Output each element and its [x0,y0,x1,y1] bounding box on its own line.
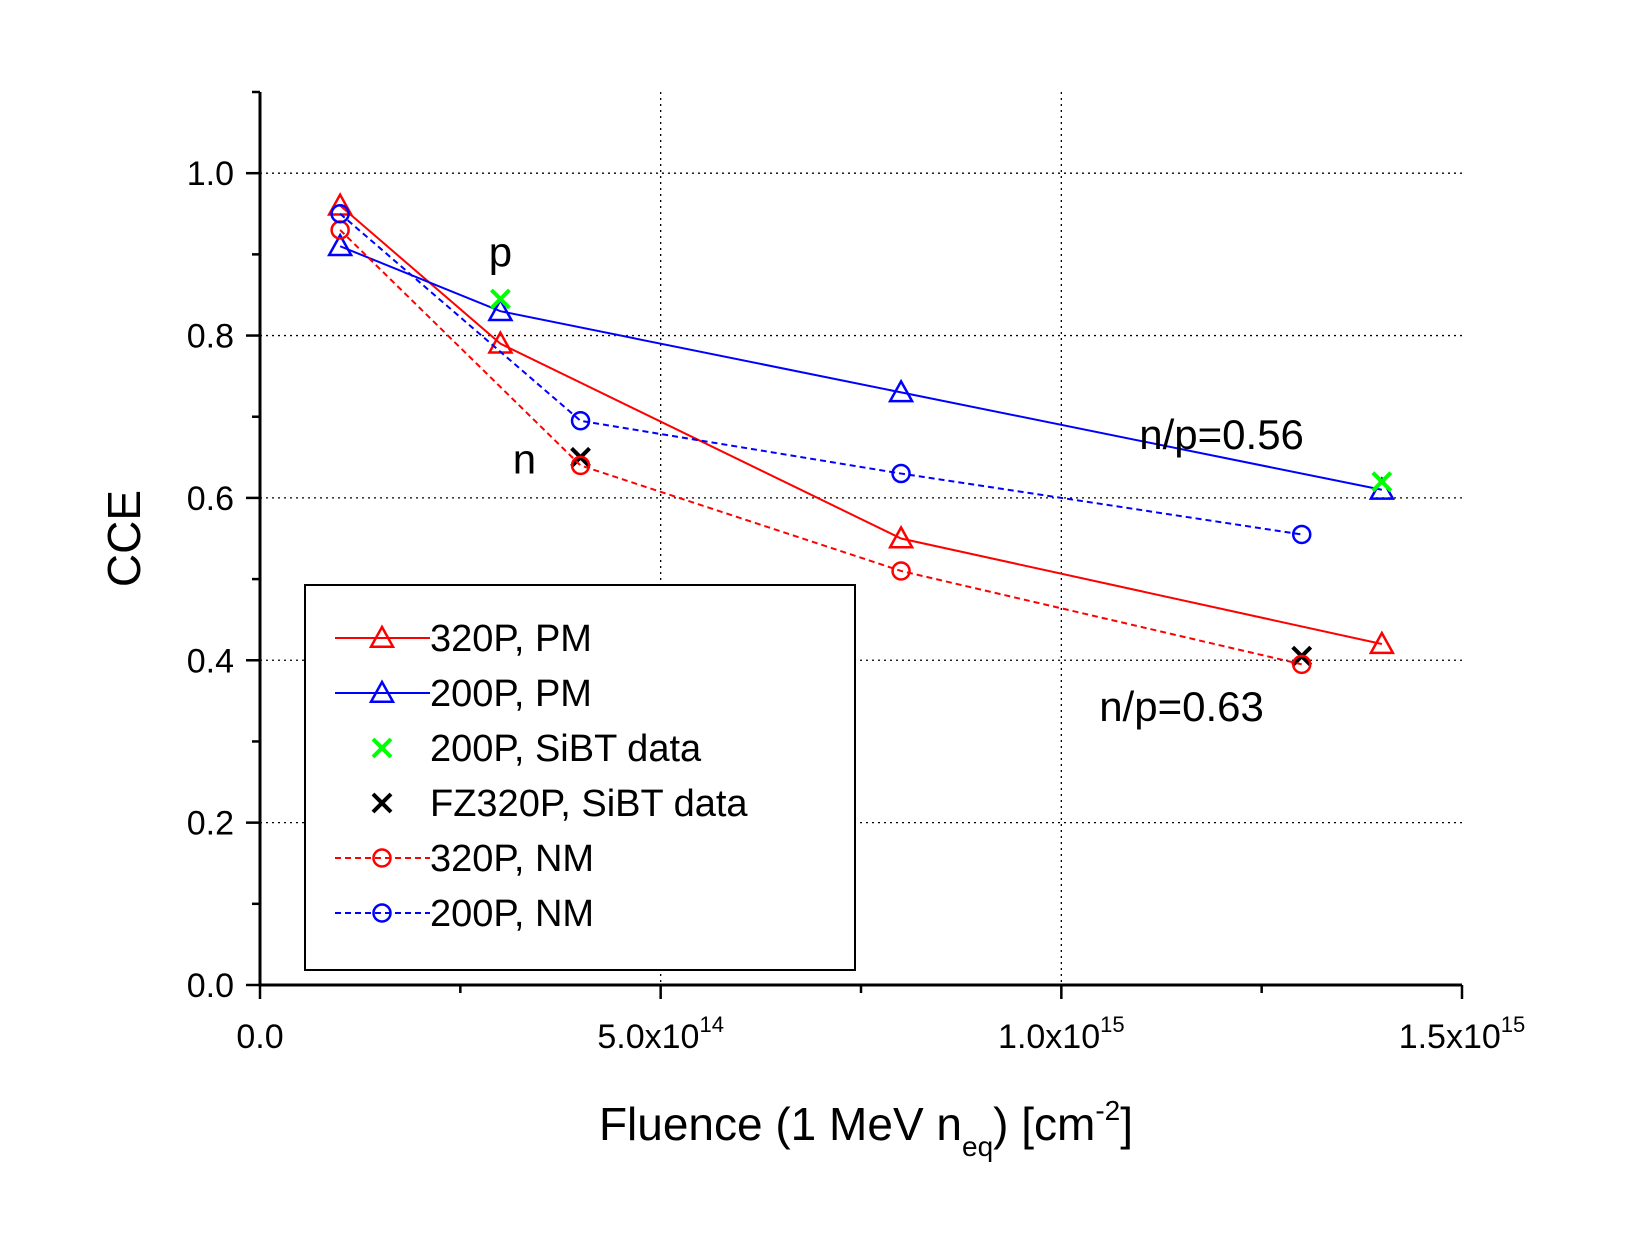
circle-marker [891,463,911,484]
axes: 0.0 0.2 0.4 0.6 0.8 1.0 0.0 5.0x1014 1.0x1015 1.5… [187,90,1526,1056]
legend: 320P, PM 200P, PM 200P, SiBT data FZ320P, … [304,584,856,971]
series-5 [330,204,1312,545]
legend-label: 200P, NM [430,893,594,935]
y-axis-title: CCE [98,490,150,587]
circle-marker [891,561,911,581]
legend-item: 200P, SiBT data [371,728,702,770]
annotation: p [489,229,512,276]
circle-marker [372,903,392,923]
series-line [339,213,1302,536]
x-marker [1371,471,1393,493]
legend-label: 320P, PM [430,618,592,660]
triangle-marker [487,297,514,322]
series-line [339,204,1383,646]
x-tick-label: 1.5x1015 [1399,1012,1526,1056]
x-axis-title: Fluence (1 MeV neq) [cm-2] [599,1095,1133,1162]
triangle-marker [368,679,396,704]
x-marker-stroke [371,737,393,759]
x-marker [489,288,511,310]
triangle-marker [327,232,354,257]
x-marker-stroke [1371,471,1393,493]
x-marker [371,792,393,814]
series-layer [327,192,1395,675]
annotation: n/p=0.63 [1099,683,1264,730]
triangle-marker [1368,630,1395,655]
series-2 [489,288,1393,493]
y-tick-label: 0.0 [187,967,234,1005]
circle-marker [1291,654,1312,675]
annotation: n/p=0.56 [1139,411,1304,458]
triangle-marker [887,378,915,403]
circle-marker [570,455,591,476]
legend-label: 320P, NM [430,838,594,880]
circle-marker [372,848,392,868]
circle-marker [330,204,350,224]
y-tick-label: 0.6 [187,480,234,518]
y-tick-label: 0.8 [187,318,234,356]
x-marker [371,737,393,759]
legend-label: FZ320P, SiBT data [430,783,748,825]
legend-item: 200P, PM [335,673,592,715]
legend-item: FZ320P, SiBT data [371,783,748,825]
x-tick-label: 5.0x1014 [597,1012,724,1056]
series-4 [330,220,1312,675]
x-marker-stroke [489,288,511,310]
x-marker-stroke [371,792,393,814]
annotation: n [513,436,536,483]
triangle-marker [368,624,396,649]
series-line [339,245,1383,491]
y-tick-label: 0.4 [187,642,234,680]
legend-box [304,584,856,971]
y-tick-label: 1.0 [187,155,234,193]
legend-item: 200P, NM [335,893,594,935]
triangle-marker [887,524,915,549]
axis-titles: CCE Fluence (1 MeV neq) [cm-2] [98,490,1133,1162]
legend-item: 320P, NM [335,838,594,880]
legend-label: 200P, PM [430,673,592,715]
circle-marker [1291,524,1312,545]
circle-marker [570,411,591,431]
legend-item: 320P, PM [335,618,592,660]
x-tick-label: 1.0x1015 [998,1012,1125,1056]
y-tick-label: 0.2 [187,805,234,843]
series-line [339,229,1302,666]
x-tick-label: 0.0 [236,1018,283,1056]
annotations: p n n/p=0.56 n/p=0.63 [489,229,1304,731]
legend-label: 200P, SiBT data [430,728,702,770]
